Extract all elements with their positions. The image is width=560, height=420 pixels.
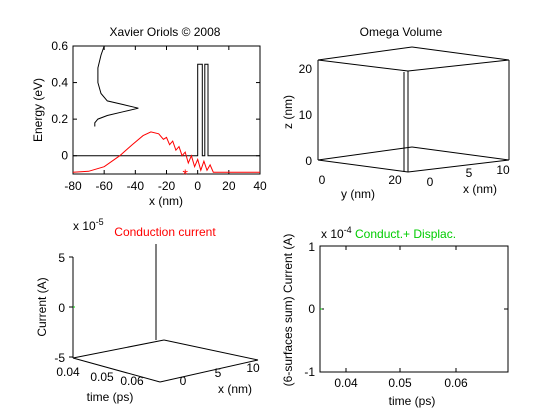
box-edge [317,146,413,161]
time-axis-line [72,357,161,383]
y-tick-label: -1 [304,365,315,379]
omega-z-ticks: 20 10 0 [299,62,313,168]
x-tick-label: 0.06 [444,376,468,390]
conduction-exponent: x 10-5 [73,217,104,233]
displac-x-ticks: 0.04 0.05 0.06 [334,376,468,390]
conduction-current-title: Conduction current [114,225,216,239]
displac-plot-frame [319,245,509,373]
time-tick-label: 0.05 [90,370,114,384]
omega-y-ticks: 0 20 [319,173,402,187]
omega-volume-panel: Omega Volume 20 10 0 0 20 [281,25,510,201]
displac-x-label: time (ps) [389,394,436,408]
y-tick-label: 0.4 [51,76,68,90]
conduction-current-panel: x 10-5 Conduction current 5 0 -5 0.04 0.… [35,217,260,404]
x-tick-label: -20 [158,179,176,193]
box-edge [317,59,409,72]
y-tick-label: 20 [388,173,402,187]
energy-plot-frame [72,45,261,175]
conduction-z-ticks: 5 0 -5 [54,251,65,365]
box-edge [407,59,510,72]
conduction-current-label: Current (A) [35,277,49,336]
conduction-axes [69,244,259,383]
z-tick-label: 10 [299,108,313,122]
energy-panel: Xavier Oriols © 2008 -80 -60 -40 -20 0 20 40 0… [31,25,267,208]
potential_profile-line [73,63,260,157]
box-edge [411,146,510,161]
x-tick-label: 0 [194,179,201,193]
floor-edge [72,339,165,359]
conduction-time-ticks: 0.04 0.05 0.06 [56,365,144,388]
conduction-x-ticks: 0 5 10 [180,361,260,388]
z-tick-label: 0 [305,154,312,168]
displac-tick-marks [320,246,508,372]
x-tick-label: 10 [246,361,260,375]
energy-series: * [72,45,260,182]
displac-title: Conduct.+ Displac. [355,227,456,241]
energy-x-ticks: -80 -60 -40 -20 0 20 40 [64,46,267,193]
time-tick-label: 0.06 [120,374,144,388]
y-tick-label: 0 [308,302,315,316]
omega-box [317,46,510,173]
omega-y-label: y (nm) [341,187,375,201]
box-edge [317,46,413,61]
wavefunction-line [72,131,260,173]
x-tick-label: 0 [427,175,434,189]
z-tick-label: -5 [54,351,65,365]
omega-x-label: x (nm) [463,182,497,196]
displac-y-label: (6-surfaces sum) Current (A) [281,234,295,387]
x-tick-label: -80 [64,179,82,193]
displac-exponent: x 10-4 [321,225,352,241]
floor-edge [163,339,259,361]
y-tick-label: 0.6 [51,39,68,53]
x-tick-label: 40 [253,179,267,193]
x-tick-label: 0.04 [334,376,358,390]
energy-x-label: x (nm) [149,194,183,208]
x-tick-label: 10 [496,163,510,177]
y-tick-label: 1 [308,240,315,254]
box-edge [317,159,409,173]
omega-z-label: z (nm) [281,95,295,129]
x-tick-label: 0.05 [388,376,412,390]
box-edge [407,159,510,173]
y-tick-label: 0 [61,149,68,163]
energy-y-ticks: 0 0.2 0.4 0.6 [51,39,260,163]
x-tick-label: 5 [215,366,222,380]
y-tick-label: 0 [319,173,326,187]
position-marker: * [182,166,188,182]
z-tick-label: 0 [58,301,65,315]
x-tick-label: -60 [95,179,113,193]
x-tick-label: -40 [127,179,145,193]
time-tick-label: 0.04 [56,365,80,379]
x-axis-line [159,359,259,383]
z-tick-label: 5 [58,251,65,265]
x-tick-label: 0 [180,374,187,388]
z-tick-label: 20 [299,62,313,76]
x-tick-label: 5 [466,166,473,180]
conduction-x-label: x (nm) [218,382,252,396]
omega-x-ticks: 0 5 10 [427,163,510,189]
energy-y-label: Energy (eV) [31,78,45,142]
conduction-time-label: time (ps) [87,390,134,404]
energy-plot-title: Xavier Oriols © 2008 [110,25,221,39]
x-tick-label: 20 [222,179,236,193]
conduct-displac-panel: x 10-4 Conduct.+ Displac. 1 0 -1 0.04 0.… [281,225,509,408]
displac-y-ticks: 1 0 -1 [304,240,315,379]
energy_distribution-line [94,45,139,127]
omega-volume-title: Omega Volume [360,25,443,39]
box-edge [411,46,510,61]
y-tick-label: 0.2 [51,112,68,126]
